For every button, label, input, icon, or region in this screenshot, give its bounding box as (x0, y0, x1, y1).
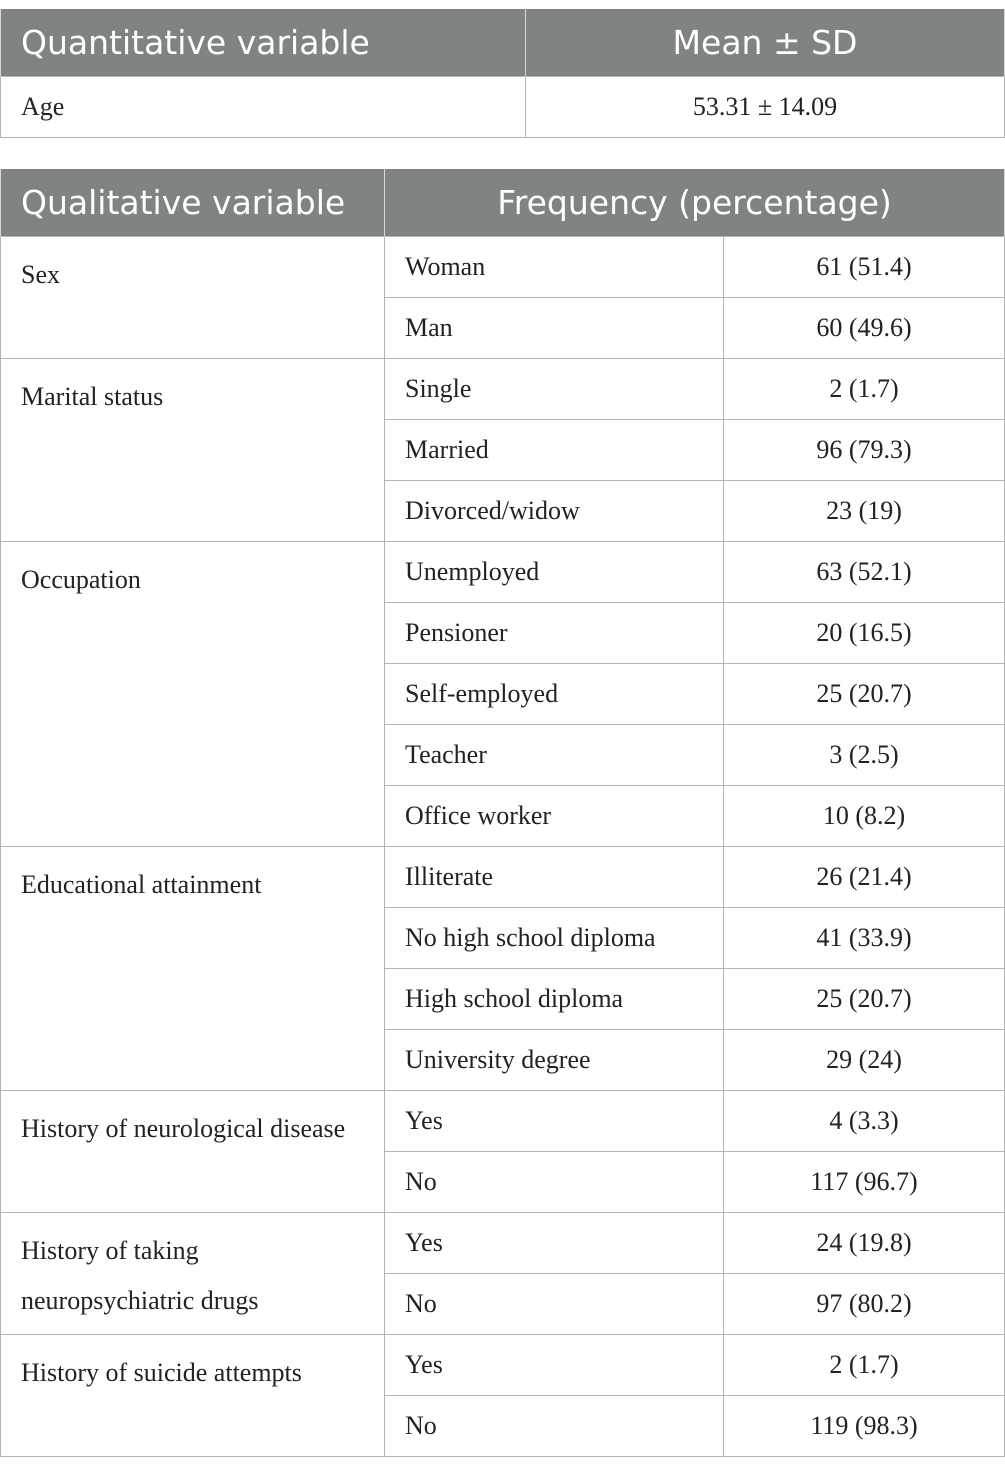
frequency-value: 96 (79.3) (723, 419, 1005, 481)
table-row: Man 60 (49.6) (1, 297, 1005, 359)
qualitative-body: Sex Woman 61 (51.4) Man 60 (49.6) Marital sta… (0, 236, 1005, 1457)
qualitative-table: Qualitative variable Frequency (percenta… (0, 169, 1005, 1457)
table-row: No high school diploma 41 (33.9) (1, 907, 1005, 969)
frequency-value: 117 (96.7) (723, 1151, 1005, 1213)
table-row: Self-employed 25 (20.7) (1, 663, 1005, 725)
option-label: No (384, 1395, 724, 1457)
frequency-value: 2 (1.7) (723, 1334, 1005, 1396)
table-row: No 117 (96.7) (1, 1151, 1005, 1213)
category-label: History of taking neuropsychiatric drugs (0, 1212, 385, 1335)
table-row: High school diploma 25 (20.7) (1, 968, 1005, 1030)
qualitative-header-row: Qualitative variable Frequency (percenta… (0, 169, 1005, 237)
frequency-value: 119 (98.3) (723, 1395, 1005, 1457)
frequency-value: 26 (21.4) (723, 846, 1005, 908)
category-label: History of suicide attempts (0, 1334, 385, 1457)
frequency-value: 29 (24) (723, 1029, 1005, 1091)
option-label: Married (384, 419, 724, 481)
mean-sd-value: 53.31 ± 14.09 (525, 76, 1005, 138)
option-label: University degree (384, 1029, 724, 1091)
option-label: No (384, 1273, 724, 1335)
option-label: Unemployed (384, 541, 724, 603)
table-row: History of suicide attempts Yes 2 (1.7) (0, 1334, 1005, 1457)
option-label: Yes (384, 1090, 724, 1152)
table-row: Occupation Unemployed 63 (52.1) (0, 541, 1005, 847)
table-row: University degree 29 (24) (1, 1029, 1005, 1091)
option-label: No (384, 1151, 724, 1213)
frequency-value: 25 (20.7) (723, 968, 1005, 1030)
frequency-header: Frequency (percentage) (384, 169, 1005, 237)
frequency-value: 24 (19.8) (723, 1212, 1005, 1274)
frequency-value: 2 (1.7) (723, 358, 1005, 420)
table-row: No 97 (80.2) (1, 1273, 1005, 1335)
frequency-value: 10 (8.2) (723, 785, 1005, 847)
table-row: History of neurological disease Yes 4 (3.3… (0, 1090, 1005, 1213)
frequency-value: 63 (52.1) (723, 541, 1005, 603)
quantitative-variable-header: Quantitative variable (0, 9, 526, 77)
qualitative-variable-header: Qualitative variable (0, 169, 385, 237)
frequency-value: 97 (80.2) (723, 1273, 1005, 1335)
table-row: Teacher 3 (2.5) (1, 724, 1005, 786)
option-label: Woman (384, 236, 724, 298)
category-label: Sex (0, 236, 385, 359)
option-label: No high school diploma (384, 907, 724, 969)
frequency-value: 41 (33.9) (723, 907, 1005, 969)
table-row: Educational attainment Illiterate 26 (21.4… (0, 846, 1005, 1091)
mean-sd-header: Mean ± SD (525, 9, 1005, 77)
table-row: Age 53.31 ± 14.09 (0, 76, 1005, 138)
table-row: Sex Woman 61 (51.4) (0, 236, 1005, 359)
frequency-value: 4 (3.3) (723, 1090, 1005, 1152)
quantitative-table: Quantitative variable Mean ± SD Age 53.3… (0, 9, 1005, 138)
category-label: History of neurological disease (0, 1090, 385, 1213)
option-label: Divorced/widow (384, 480, 724, 542)
option-label: Yes (384, 1334, 724, 1396)
table-row: Marital status Single 2 (1.7) (0, 358, 1005, 542)
variable-label: Age (0, 76, 526, 138)
frequency-value: 61 (51.4) (723, 236, 1005, 298)
frequency-value: 23 (19) (723, 480, 1005, 542)
option-label: Man (384, 297, 724, 359)
option-label: Teacher (384, 724, 724, 786)
option-label: Single (384, 358, 724, 420)
option-label: Illiterate (384, 846, 724, 908)
frequency-value: 20 (16.5) (723, 602, 1005, 664)
option-label: Yes (384, 1212, 724, 1274)
category-label: Occupation (0, 541, 385, 847)
table-row: No 119 (98.3) (1, 1395, 1005, 1457)
frequency-value: 25 (20.7) (723, 663, 1005, 725)
category-label: Marital status (0, 358, 385, 542)
option-label: High school diploma (384, 968, 724, 1030)
table-row: History of taking neuropsychiatric drugs… (0, 1212, 1005, 1335)
option-label: Pensioner (384, 602, 724, 664)
quantitative-header-row: Quantitative variable Mean ± SD (0, 9, 1005, 77)
frequency-value: 3 (2.5) (723, 724, 1005, 786)
table-row: Office worker 10 (8.2) (1, 785, 1005, 847)
option-label: Self-employed (384, 663, 724, 725)
frequency-value: 60 (49.6) (723, 297, 1005, 359)
category-label: Educational attainment (0, 846, 385, 1091)
option-label: Office worker (384, 785, 724, 847)
